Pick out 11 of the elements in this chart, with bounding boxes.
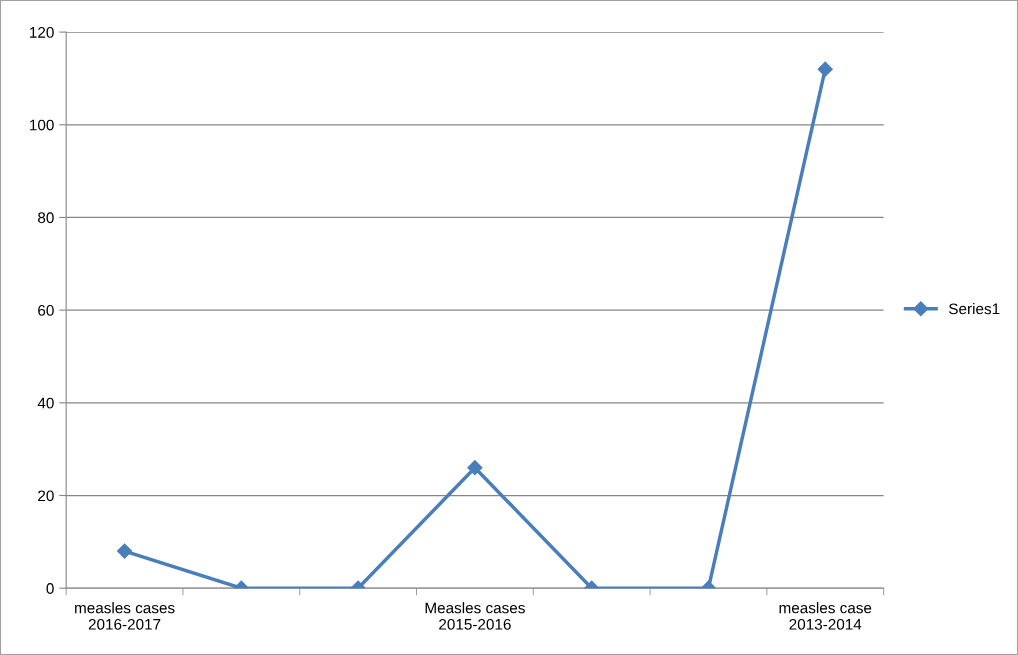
x-tick-label: measles cases 2016-2017 bbox=[75, 602, 175, 630]
y-tick-label: 40 bbox=[37, 397, 54, 409]
x-tick-label: measles case 2013-2014 bbox=[779, 602, 872, 630]
legend-label: Series1 bbox=[949, 303, 1000, 315]
x-tick-label: Measles cases 2015-2016 bbox=[425, 602, 525, 630]
y-tick-label: 80 bbox=[38, 212, 54, 224]
y-tick-label: 20 bbox=[38, 490, 54, 502]
y-tick-label: 0 bbox=[46, 583, 54, 594]
y-tick-label: 100 bbox=[30, 119, 54, 131]
y-tick-label: 120 bbox=[30, 26, 54, 38]
y-tick-label: 60 bbox=[38, 305, 54, 316]
